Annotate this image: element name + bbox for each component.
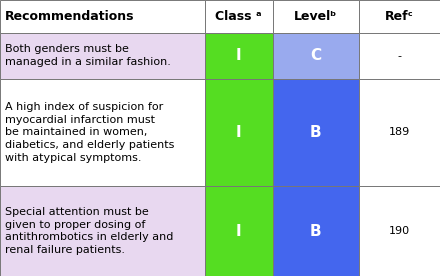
Bar — [0, 186, 205, 276]
Bar — [205, 33, 273, 79]
Text: C: C — [310, 48, 321, 63]
Text: Recommendations: Recommendations — [5, 10, 135, 23]
Bar — [273, 79, 359, 186]
Bar — [205, 186, 273, 276]
Bar — [0, 33, 205, 79]
Bar — [205, 79, 273, 186]
Bar — [359, 0, 440, 33]
Text: B: B — [310, 224, 322, 238]
Bar — [0, 0, 205, 33]
Bar — [359, 79, 440, 186]
Text: Both genders must be
managed in a similar fashion.: Both genders must be managed in a simila… — [5, 44, 171, 67]
Text: B: B — [310, 125, 322, 140]
Bar — [0, 79, 205, 186]
Text: 190: 190 — [389, 226, 410, 236]
Text: Class ᵃ: Class ᵃ — [216, 10, 262, 23]
Text: 189: 189 — [389, 128, 410, 137]
Bar — [273, 186, 359, 276]
Bar — [205, 0, 273, 33]
Bar — [273, 0, 359, 33]
Text: A high index of suspicion for
myocardial infarction must
be maintained in women,: A high index of suspicion for myocardial… — [5, 102, 175, 163]
Text: I: I — [236, 48, 242, 63]
Text: I: I — [236, 125, 242, 140]
Bar — [359, 186, 440, 276]
Bar — [273, 33, 359, 79]
Text: Special attention must be
given to proper dosing of
antithrombotics in elderly a: Special attention must be given to prope… — [5, 207, 174, 255]
Bar — [359, 33, 440, 79]
Text: -: - — [397, 51, 401, 61]
Text: Refᶜ: Refᶜ — [385, 10, 414, 23]
Text: Levelᵇ: Levelᵇ — [294, 10, 337, 23]
Text: I: I — [236, 224, 242, 238]
